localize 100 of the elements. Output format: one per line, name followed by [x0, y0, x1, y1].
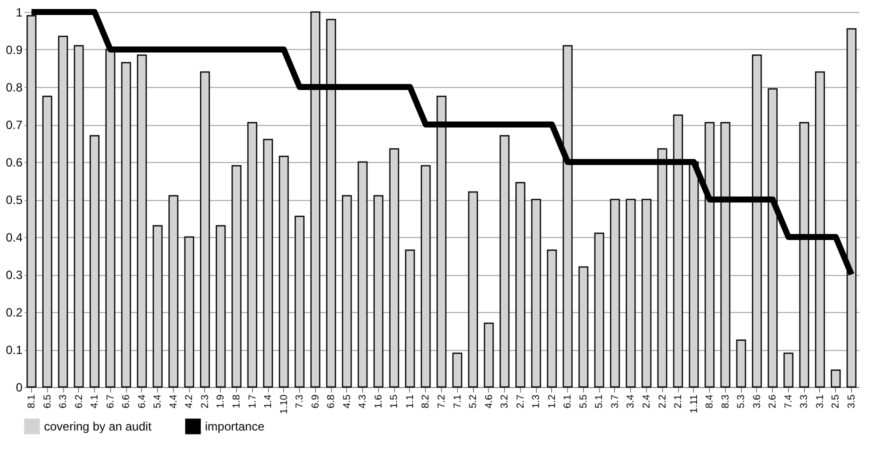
bar	[468, 191, 478, 388]
y-tick-label: 0.8	[6, 80, 23, 94]
x-tick-label: 3.3	[799, 394, 810, 408]
y-tick-label: 0.4	[6, 230, 23, 244]
x-tick-label: 2.1	[673, 394, 684, 408]
bar	[90, 135, 100, 388]
x-tick-label: 4.5	[342, 394, 353, 408]
x-tick-label: 4.2	[184, 394, 196, 408]
bar	[736, 340, 746, 388]
bar	[405, 250, 415, 388]
x-tick-label: 1.2	[546, 394, 558, 408]
y-tick-label: 0.5	[6, 193, 23, 207]
bar	[515, 182, 526, 388]
bar	[626, 198, 636, 388]
x-tick-label: 7.3	[294, 394, 306, 408]
bar	[232, 165, 242, 388]
x-tick-label: 6.1	[562, 394, 574, 408]
y-tick-label: 1	[16, 6, 23, 20]
bar	[278, 156, 289, 388]
y-tick-label: 0.7	[6, 118, 23, 132]
bar	[484, 322, 494, 388]
x-tick-label: 1.9	[216, 394, 227, 408]
x-tick-label: 8.1	[26, 394, 38, 408]
x-tick-label: 3.4	[626, 394, 637, 408]
y-tick-label: 0.2	[6, 306, 23, 320]
x-tick-label: 1.3	[531, 394, 542, 408]
bar	[642, 198, 652, 388]
x-tick-label: 6.6	[121, 394, 132, 408]
x-tick-label: 8.2	[420, 394, 432, 408]
x-tick-label: 7.4	[783, 394, 794, 408]
legend-label: covering by an audit	[44, 419, 152, 434]
bar	[783, 352, 794, 388]
x-tick-label: 2.6	[768, 394, 779, 408]
x-tick-label: 1.4	[263, 394, 274, 408]
x-tick-label: 3.6	[752, 394, 763, 408]
x-tick-label: 7.2	[436, 394, 448, 408]
bar	[830, 370, 841, 388]
y-tick-label: 0.3	[6, 268, 23, 282]
bar	[74, 45, 84, 388]
x-tick-label: 1.11	[688, 394, 700, 414]
x-tick-label: 1.1	[404, 394, 416, 408]
x-tick-label: 1.6	[373, 394, 384, 408]
bar	[373, 195, 384, 388]
bar	[263, 138, 273, 388]
bar	[389, 148, 400, 388]
bar	[531, 198, 542, 388]
x-tick-label: 3.2	[500, 394, 511, 408]
x-tick-label: 1.8	[231, 394, 242, 408]
bar	[420, 165, 431, 388]
bar	[594, 232, 604, 388]
x-tick-label: 4.6	[484, 394, 495, 408]
bar	[216, 225, 226, 388]
x-tick-label: 5.1	[594, 394, 606, 408]
x-tick-label: 2.7	[515, 394, 526, 408]
x-tick-label: 3.7	[610, 394, 621, 408]
x-tick-label: 2.4	[642, 394, 653, 408]
bar	[358, 161, 368, 388]
bar	[500, 135, 510, 388]
x-tick-label: 6.8	[326, 394, 338, 408]
bar	[58, 36, 68, 388]
x-tick-label: 5.2	[468, 394, 480, 408]
x-tick-label: 5.4	[152, 394, 164, 408]
y-tick-label: 0.9	[6, 43, 23, 57]
bar	[342, 195, 352, 388]
x-tick-label: 2.5	[830, 394, 842, 408]
bar	[546, 250, 557, 388]
bar	[184, 236, 194, 388]
x-tick-label: 8.4	[704, 394, 716, 408]
bar	[42, 96, 52, 388]
y-tick-label: 0.1	[6, 343, 23, 357]
x-tick-label: 4.3	[358, 394, 369, 408]
x-tick-label: 1.7	[247, 394, 258, 408]
x-tick-label: 3.5	[846, 394, 858, 408]
bar	[610, 198, 620, 388]
bar	[136, 54, 147, 388]
bar	[168, 195, 178, 388]
x-tick-label: 1.5	[389, 394, 400, 408]
x-tick-label: 3.1	[814, 394, 826, 408]
legend-label: importance	[205, 419, 265, 434]
bar	[152, 225, 163, 388]
x-tick-label: 1.10	[278, 394, 290, 414]
x-tick-label: 6.5	[42, 394, 54, 408]
x-tick-label: 6.7	[105, 394, 116, 408]
bar	[452, 352, 462, 388]
x-tick-label: 5.3	[736, 394, 748, 408]
x-tick-label: 6.9	[310, 394, 322, 408]
x-tick-label: 5.5	[578, 394, 590, 408]
x-tick-label: 2.3	[200, 394, 211, 408]
y-tick-label: 0.6	[6, 156, 23, 170]
x-tick-label: 8.3	[720, 394, 732, 408]
x-tick-label: 6.2	[74, 394, 85, 408]
bar	[247, 122, 258, 388]
x-tick-label: 4.1	[90, 394, 101, 408]
bar	[294, 216, 305, 388]
x-tick-label: 6.3	[58, 394, 70, 408]
x-tick-label: 7.1	[452, 394, 464, 408]
x-tick-label: 4.4	[168, 394, 180, 408]
bar	[578, 266, 588, 388]
bar	[200, 71, 210, 388]
y-tick-label: 0	[16, 380, 23, 394]
